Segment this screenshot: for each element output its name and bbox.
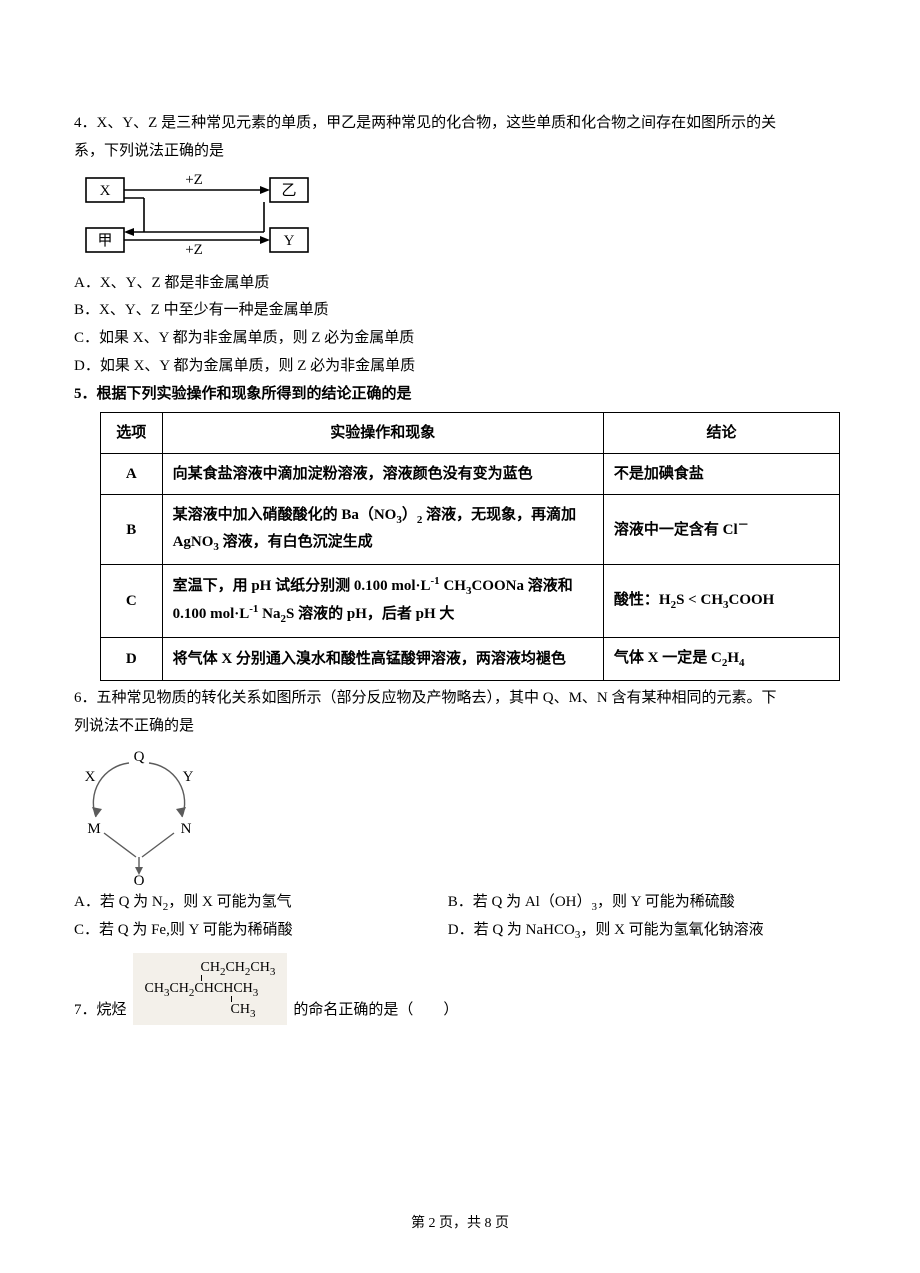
q4-option-d: D．如果 X、Y 都为金属单质，则 Z 必为非金属单质 [74, 353, 846, 381]
q6-option-b: B．若 Q 为 Al（OH）3，则 Y 可能为稀硫酸 [448, 889, 818, 917]
svg-text:甲: 甲 [97, 233, 112, 249]
q4-option-a: A．X、Y、Z 都是非金属单质 [74, 270, 846, 298]
table-header: 选项 实验操作和现象 结论 [101, 413, 840, 454]
q6-stem-line2: 列说法不正确的是 [74, 713, 846, 741]
q5-b-con: 溶液中一定含有 Cl－ [603, 495, 839, 565]
svg-text:乙: 乙 [281, 183, 296, 199]
q5-prompt: 5．根据下列实验操作和现象所得到的结论正确的是 [74, 381, 846, 409]
q6-options: A．若 Q 为 N2，则 X 可能为氢气 B．若 Q 为 Al（OH）3，则 Y… [74, 889, 846, 946]
q6-option-a: A．若 Q 为 N2，则 X 可能为氢气 [74, 889, 444, 917]
q5-h3: 结论 [603, 413, 839, 454]
svg-text:X: X [85, 769, 96, 785]
table-row: A 向某食盐溶液中滴加淀粉溶液，溶液颜色没有变为蓝色 不是加碘食盐 [101, 454, 840, 495]
q6-diagram: Q X Y M N Q [74, 745, 204, 885]
svg-text:N: N [181, 821, 192, 837]
table-row: D 将气体 X 分别通入溴水和酸性高锰酸钾溶液，两溶液均褪色 气体 X 一定是 … [101, 637, 840, 681]
svg-text:+Z: +Z [185, 242, 203, 258]
svg-text:X: X [100, 183, 111, 199]
q5-d-op: 将气体 X 分别通入溴水和酸性高锰酸钾溶液，两溶液均褪色 [162, 637, 603, 681]
q5-h2: 实验操作和现象 [162, 413, 603, 454]
q4-options: A．X、Y、Z 都是非金属单质 B．X、Y、Z 中至少有一种是金属单质 C．如果… [74, 270, 846, 381]
q7-after: 的命名正确的是（ ） [293, 997, 458, 1025]
table-row: C 室温下，用 pH 试纸分别测 0.100 mol·L-1 CH3COONa … [101, 565, 840, 637]
svg-text:Q: Q [134, 873, 145, 885]
svg-text:+Z: +Z [185, 172, 203, 188]
q7-before: 7．烷烃 [74, 997, 127, 1025]
q5-b-op: 某溶液中加入硝酸酸化的 Ba（NO3）2 溶液，无现象，再滴加 AgNO3 溶液… [162, 495, 603, 565]
q5-c-op: 室温下，用 pH 试纸分别测 0.100 mol·L-1 CH3COONa 溶液… [162, 565, 603, 637]
table-row: B 某溶液中加入硝酸酸化的 Ba（NO3）2 溶液，无现象，再滴加 AgNO3 … [101, 495, 840, 565]
q4-stem-line2: 系，下列说法正确的是 [74, 138, 846, 166]
q5-c-con: 酸性：H2S < CH3COOH [603, 565, 839, 637]
q4-option-b: B．X、Y、Z 中至少有一种是金属单质 [74, 297, 846, 325]
q5-table: 选项 实验操作和现象 结论 A 向某食盐溶液中滴加淀粉溶液，溶液颜色没有变为蓝色… [100, 412, 840, 681]
q5-a-op: 向某食盐溶液中滴加淀粉溶液，溶液颜色没有变为蓝色 [162, 454, 603, 495]
q5-a-opt: A [101, 454, 163, 495]
q5-c-opt: C [101, 565, 163, 637]
q5-b-opt: B [101, 495, 163, 565]
q4-diagram: X 乙 甲 Y +Z +Z [74, 170, 324, 266]
page-footer: 第 2 页，共 8 页 [0, 1211, 920, 1237]
q7-line: 7．烷烃 CH2CH2CH3 CH3CH2CHCHCH3 CH3 的命名正确的是… [74, 953, 846, 1025]
q5-d-con: 气体 X 一定是 C2H4 [603, 637, 839, 681]
q4-stem-line1: 4．X、Y、Z 是三种常见元素的单质，甲乙是两种常见的化合物，这些单质和化合物之… [74, 110, 846, 138]
q5-d-opt: D [101, 637, 163, 681]
svg-text:M: M [87, 821, 100, 837]
q4-option-c: C．如果 X、Y 都为非金属单质，则 Z 必为金属单质 [74, 325, 846, 353]
svg-text:Y: Y [284, 233, 295, 249]
q5-h1: 选项 [101, 413, 163, 454]
q5-a-con: 不是加碘食盐 [603, 454, 839, 495]
q6-stem-line1: 6．五种常见物质的转化关系如图所示（部分反应物及产物略去），其中 Q、M、N 含… [74, 685, 846, 713]
svg-text:Y: Y [183, 769, 194, 785]
q7-structural-formula: CH2CH2CH3 CH3CH2CHCHCH3 CH3 [133, 953, 288, 1025]
svg-text:Q: Q [134, 749, 145, 765]
q6-option-d: D．若 Q 为 NaHCO3，则 X 可能为氢氧化钠溶液 [448, 917, 818, 945]
q6-option-c: C．若 Q 为 Fe,则 Y 可能为稀硝酸 [74, 917, 444, 945]
